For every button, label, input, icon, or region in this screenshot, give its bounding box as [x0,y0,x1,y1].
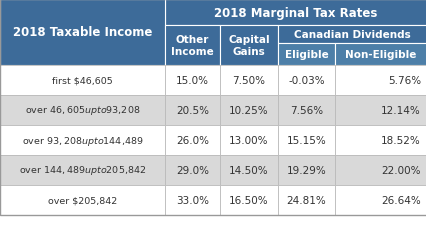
Bar [334,126,426,155]
Text: 5.76%: 5.76% [387,76,420,86]
Text: Capital
Gains: Capital Gains [227,35,269,56]
Bar [334,155,426,185]
Bar [0,185,164,215]
Bar [277,126,334,155]
Text: -0.03%: -0.03% [288,76,324,86]
Bar [334,96,426,126]
Text: over $144,489 up to $205,842: over $144,489 up to $205,842 [19,164,146,177]
Text: 18.52%: 18.52% [380,135,420,145]
Bar [334,185,426,215]
Bar [277,44,334,66]
Bar [219,96,277,126]
Bar [164,126,219,155]
Text: 10.25%: 10.25% [229,106,268,115]
Text: over $46,605 up to $93,208: over $46,605 up to $93,208 [25,104,140,117]
Bar [277,66,334,96]
Bar [164,0,426,26]
Bar [334,66,426,96]
Text: 2018 Taxable Income: 2018 Taxable Income [13,26,152,39]
Bar [277,26,426,44]
Bar [277,155,334,185]
Text: 22.00%: 22.00% [380,165,420,175]
Bar [164,155,219,185]
Bar [0,0,164,66]
Bar [164,26,219,66]
Text: Other
Income: Other Income [171,35,213,56]
Bar [219,66,277,96]
Bar [277,185,334,215]
Text: 2018 Marginal Tax Rates: 2018 Marginal Tax Rates [214,7,377,19]
Text: over $93,208 up to $144,489: over $93,208 up to $144,489 [22,134,143,147]
Text: over $205,842: over $205,842 [48,196,117,205]
Text: 14.50%: 14.50% [229,165,268,175]
Text: 13.00%: 13.00% [229,135,268,145]
Bar [219,126,277,155]
Text: 29.0%: 29.0% [176,165,208,175]
Bar [164,185,219,215]
Bar [164,66,219,96]
Bar [219,26,277,66]
Text: 20.5%: 20.5% [176,106,208,115]
Text: 19.29%: 19.29% [286,165,325,175]
Text: 24.81%: 24.81% [286,195,325,205]
Bar [0,96,164,126]
Text: 26.0%: 26.0% [176,135,208,145]
Text: 33.0%: 33.0% [176,195,208,205]
Text: Canadian Dividends: Canadian Dividends [294,30,410,40]
Bar [219,155,277,185]
Bar [334,44,426,66]
Bar [0,126,164,155]
Bar [164,96,219,126]
Text: 15.0%: 15.0% [176,76,208,86]
Bar [277,96,334,126]
Bar [0,155,164,185]
Text: 12.14%: 12.14% [380,106,420,115]
Text: 7.56%: 7.56% [289,106,322,115]
Text: Eligible: Eligible [284,50,328,60]
Text: 15.15%: 15.15% [286,135,325,145]
Text: 16.50%: 16.50% [229,195,268,205]
Bar [0,66,164,96]
Text: 7.50%: 7.50% [232,76,265,86]
Text: 26.64%: 26.64% [380,195,420,205]
Text: first $46,605: first $46,605 [52,76,112,85]
Text: Non-Eligible: Non-Eligible [345,50,416,60]
Bar [219,185,277,215]
